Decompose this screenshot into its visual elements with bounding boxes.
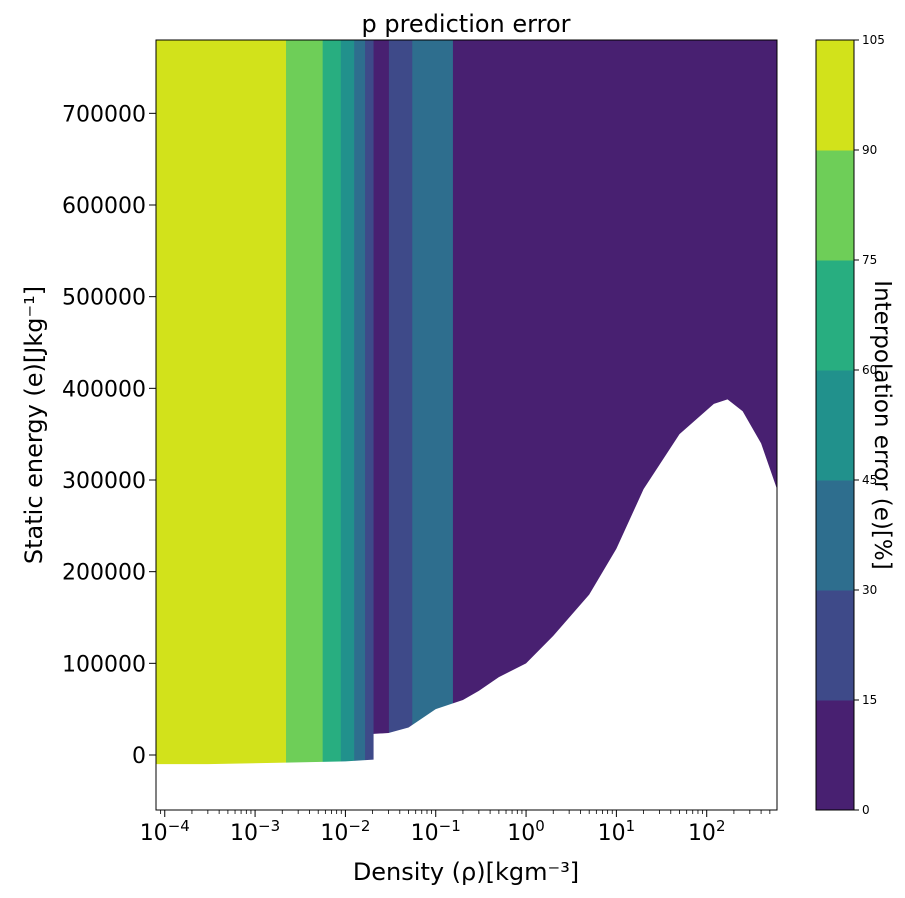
chart-title: p prediction error xyxy=(361,10,570,38)
x-axis-label: Density (ρ)[kgm⁻³] xyxy=(353,858,579,886)
colorbar-swatch xyxy=(816,480,854,591)
y-tick-label: 500000 xyxy=(62,286,146,311)
colorbar-tick-label: 105 xyxy=(862,33,885,47)
colorbar-tick-label: 90 xyxy=(862,143,877,157)
colorbar-tick-label: 60 xyxy=(862,363,877,377)
x-tick-label: 10−2 xyxy=(320,817,370,846)
colorbar-frame xyxy=(815,39,855,811)
contour-band xyxy=(156,40,287,810)
colorbar-tick-label: 75 xyxy=(862,253,877,267)
contour-band xyxy=(340,40,355,810)
x-tick-label: 10−3 xyxy=(230,817,280,846)
colorbar-swatch xyxy=(816,150,854,261)
colorbar-tick-label: 15 xyxy=(862,693,877,707)
colorbar-label: Interpolation error (e)[%] xyxy=(869,280,895,569)
contour-band xyxy=(322,40,342,810)
x-tick-label: 10−4 xyxy=(140,817,190,846)
plot-area xyxy=(156,40,777,810)
colorbar-swatch xyxy=(816,370,854,481)
y-tick-label: 0 xyxy=(132,744,146,769)
y-tick-label: 700000 xyxy=(62,102,146,127)
y-tick-label: 600000 xyxy=(62,194,146,219)
contour-band xyxy=(354,40,366,810)
x-axis: 10−4 10−3 10−2 10−1 100 101 102 xyxy=(140,810,771,846)
colorbar-tick-label: 30 xyxy=(862,583,877,597)
contour-band xyxy=(365,40,375,810)
x-tick-label: 102 xyxy=(688,817,726,846)
y-tick-label: 400000 xyxy=(62,377,146,402)
colorbar-swatch xyxy=(816,590,854,701)
y-tick-label: 200000 xyxy=(62,561,146,586)
plot-frame xyxy=(155,39,778,811)
y-axis: 0 100000 200000 300000 400000 500000 600000 700… xyxy=(62,102,156,769)
x-tick-label: 101 xyxy=(598,817,636,846)
y-axis-label: Static energy (e)[Jkg⁻¹] xyxy=(20,286,48,564)
contour-band xyxy=(373,40,390,810)
colorbar-tick-label: 0 xyxy=(862,803,870,817)
x-tick-label: 10−1 xyxy=(411,817,461,846)
undefined-region xyxy=(156,399,777,810)
colorbar-swatch xyxy=(816,260,854,371)
colorbar: 0 15 30 45 60 75 90 105 xyxy=(815,33,885,817)
colorbar-swatch xyxy=(816,700,854,811)
contour-band xyxy=(388,40,413,810)
y-tick-label: 300000 xyxy=(62,469,146,494)
colorbar-tick-label: 45 xyxy=(862,473,877,487)
y-tick-label: 100000 xyxy=(62,652,146,677)
colorbar-swatch xyxy=(816,40,854,151)
contour-band xyxy=(412,40,454,810)
contour-band xyxy=(286,40,324,810)
x-tick-label: 100 xyxy=(507,817,545,846)
